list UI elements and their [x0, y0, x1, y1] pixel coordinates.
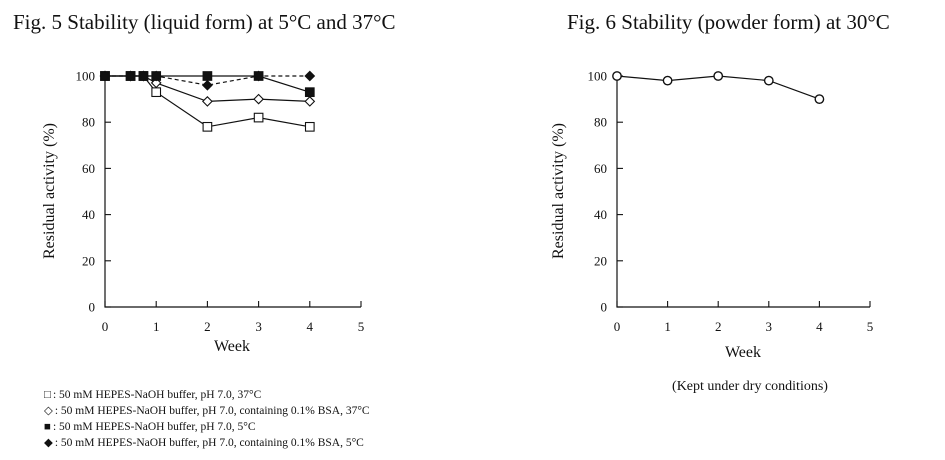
- f5-xtick-label: 4: [307, 319, 314, 334]
- f5-ytick-label: 0: [89, 300, 96, 315]
- legend-text-open-diamond: : 50 mM HEPES-NaOH buffer, pH 7.0, conta…: [55, 405, 370, 417]
- f6-xtick-label: 4: [816, 319, 823, 334]
- f6-xtick-label: 0: [614, 319, 621, 334]
- f5-point-filled-diamond: [99, 70, 111, 82]
- fig6-series: [612, 71, 825, 105]
- fig6-xlabel: Week: [725, 344, 761, 361]
- f5-ytick-label: 60: [82, 161, 95, 176]
- f6-xtick-label: 1: [664, 319, 671, 334]
- f6-xtick-label: 3: [766, 319, 773, 334]
- fig6-title: Fig. 6 Stability (powder form) at 30°C: [567, 10, 890, 34]
- fig5-title: Fig. 5 Stability (liquid form) at 5°C an…: [13, 10, 396, 34]
- f5-point-open-diamond: [304, 96, 316, 107]
- f6-xtick-label: 5: [867, 319, 874, 334]
- f5-ytick-label: 100: [76, 69, 96, 84]
- f5-xtick-label: 0: [102, 319, 109, 334]
- f5-point-open-square: [151, 87, 162, 98]
- legend-text-filled-square: : 50 mM HEPES-NaOH buffer, pH 7.0, 5°C: [53, 421, 256, 433]
- legend-symbol-filled-square: ■: [44, 421, 51, 433]
- f6-ytick-label: 60: [594, 161, 607, 176]
- f5-point-open-diamond: [253, 93, 264, 105]
- fig6-x-ticks: 0 1 2 3 4 5: [614, 301, 874, 334]
- fig5-legend: □: 50 mM HEPES-NaOH buffer, pH 7.0, 37°C…: [44, 389, 370, 449]
- f5-point-filled-diamond: [125, 70, 136, 82]
- legend-symbol-open-square: □: [44, 389, 51, 401]
- fig6-ylabel: Residual activity (%): [550, 123, 567, 259]
- fig5-x-ticks: 0 1 2 3 4 5: [102, 301, 365, 334]
- legend-symbol-open-diamond: ◇: [44, 405, 53, 417]
- f6-ytick-label: 100: [588, 69, 608, 84]
- f5-point-open-square: [253, 112, 264, 123]
- f6-ytick-label: 40: [594, 207, 607, 222]
- svg-text:◇: 50 mM HEPES-NaOH buffer, pH: ◇: 50 mM HEPES-NaOH buffer, pH 7.0, cont…: [44, 405, 370, 417]
- fig6-y-ticks: 0 20 40 60 80 100: [588, 69, 623, 315]
- fig5-ylabel: Residual activity (%): [41, 123, 58, 259]
- fig5-y-ticks: 0 20 40 60 80 100: [76, 69, 111, 315]
- f6-point-open-circle: [763, 75, 774, 86]
- f5-xtick-label: 3: [255, 319, 262, 334]
- fig5-series: [99, 70, 316, 132]
- f5-ytick-label: 40: [82, 207, 95, 222]
- f6-point-open-circle: [814, 94, 825, 105]
- legend-text-open-square: : 50 mM HEPES-NaOH buffer, pH 7.0, 37°C: [53, 389, 262, 401]
- f5-point-filled-diamond: [253, 70, 264, 82]
- f6-ytick-label: 0: [601, 300, 608, 315]
- svg-text:□: 50 mM HEPES-NaOH buffer, pH: □: 50 mM HEPES-NaOH buffer, pH 7.0, 37°C: [44, 389, 262, 401]
- f6-xtick-label: 2: [715, 319, 722, 334]
- svg-text:◆: 50 mM HEPES-NaOH buffer, pH: ◆: 50 mM HEPES-NaOH buffer, pH 7.0, cont…: [44, 437, 364, 449]
- f5-point-filled-diamond: [304, 70, 316, 82]
- f5-point-filled-square: [304, 87, 315, 98]
- f6-point-open-circle: [713, 71, 724, 81]
- f5-point-open-square: [304, 121, 315, 132]
- fig6-axes: [616, 76, 870, 308]
- f5-point-open-diamond: [202, 96, 213, 107]
- f5-point-filled-diamond: [202, 79, 213, 91]
- fig5-plot: 0 20 40 60 80 100 0 1 2 3 4 5: [76, 69, 365, 335]
- f5-xtick-label: 5: [358, 319, 365, 334]
- f6-ytick-label: 80: [594, 115, 607, 130]
- f5-point-filled-diamond: [138, 70, 149, 82]
- f5-xtick-label: 2: [204, 319, 211, 334]
- f6-point-open-circle: [662, 75, 673, 86]
- f6-ytick-label: 20: [594, 253, 607, 268]
- fig5-xlabel: Week: [214, 338, 250, 355]
- fig6-plot: 0 20 40 60 80 100 0 1 2 3 4 5: [588, 69, 874, 335]
- f5-point-filled-diamond: [150, 70, 162, 82]
- fig6-note: (Kept under dry conditions): [672, 379, 828, 394]
- f5-point-open-square: [202, 121, 213, 132]
- fig5-axes: [104, 76, 361, 308]
- f6-point-open-circle: [612, 71, 622, 81]
- f5-xtick-label: 1: [153, 319, 160, 334]
- f5-point-filled-square: [202, 71, 213, 81]
- svg-text:■: 50 mM HEPES-NaOH buffer, pH: ■: 50 mM HEPES-NaOH buffer, pH 7.0, 5°C: [44, 421, 256, 433]
- f5-ytick-label: 80: [82, 115, 95, 130]
- f5-ytick-label: 20: [82, 253, 95, 268]
- legend-text-filled-diamond: : 50 mM HEPES-NaOH buffer, pH 7.0, conta…: [55, 437, 364, 449]
- legend-symbol-filled-diamond: ◆: [44, 437, 53, 449]
